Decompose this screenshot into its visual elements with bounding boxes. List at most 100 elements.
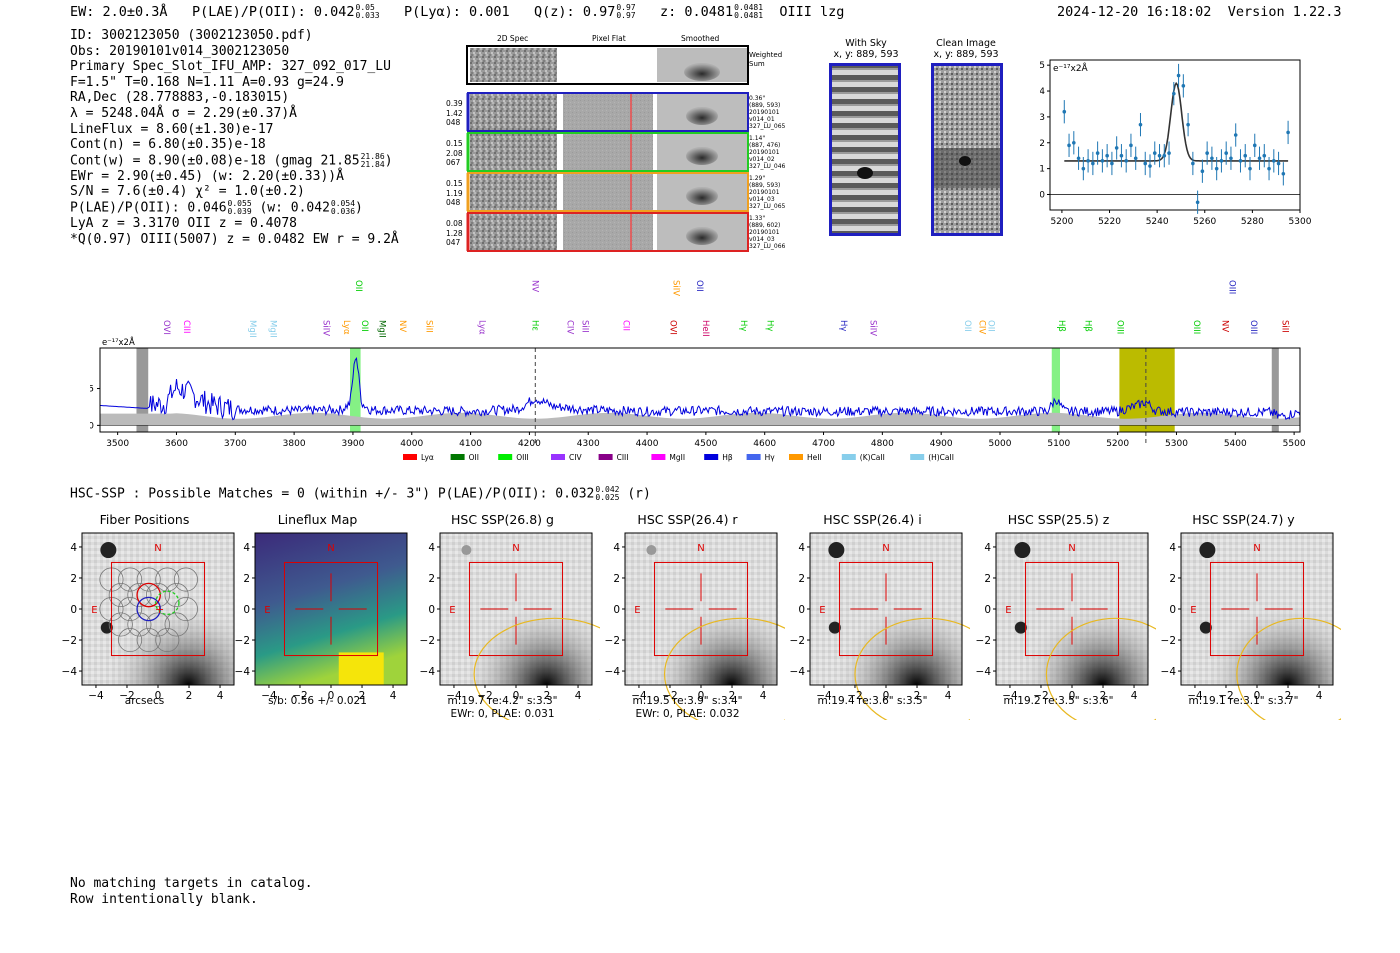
hsc-x-tick-label: 0 [155, 690, 162, 702]
fit-data-point [1262, 153, 1267, 158]
spectrum-x-tick-label: 3600 [165, 439, 188, 449]
hsc-x-tick-label: −2 [119, 690, 134, 702]
hsc-y-tick-label: 4 [70, 542, 77, 554]
legend-label: OII [469, 453, 479, 462]
cutout-row-meta: 1.33" (889, 602) 20190101 v014_03 327_LU_066 [749, 215, 785, 250]
legend-label: CIV [569, 453, 582, 462]
fiber-circle [108, 583, 133, 608]
fit-x-tick-label: 5240 [1146, 217, 1169, 227]
hsc-image-star [1014, 621, 1027, 634]
cutout-meta-value: (889, 593) [749, 182, 781, 189]
cutout-meta-value: 327_LU_065 [749, 203, 786, 210]
cutout-weighted-sum-label: Weighted Sum [749, 51, 783, 68]
hsc-galaxy-ellipse [473, 617, 600, 720]
clean-image-xy: x, y: 889, 593 [933, 49, 999, 60]
hsc-east-label: E [1005, 605, 1011, 616]
cutout-meta-value: 1.33" [749, 215, 766, 222]
fit-data-point [1086, 159, 1090, 163]
header-plae-hi: 0.05 [355, 3, 375, 12]
hsc-x-tick-label: 2 [1285, 690, 1292, 702]
spectrum-line-label: MgII [376, 320, 386, 338]
hsc-east-label: E [449, 605, 455, 616]
hsc-y-tick-label: 4 [613, 542, 620, 554]
hsc-panel-caption-2: EWr: 0, PLAE: 0.031 [450, 708, 555, 720]
hsc-galaxy-ellipse [1236, 617, 1341, 720]
hsc-summary: HSC-SSP : Possible Matches = 0 (within +… [70, 486, 651, 502]
spectrum-x-tick-label: 5000 [989, 439, 1012, 449]
spectrum-line-label: CIII [181, 320, 191, 333]
spectrum-line-label: NV [1219, 320, 1229, 332]
hsc-panels: Fiber Positions + N E −4 −4 −2 −2 0 0 2 2 4 4 arcsecs L… [0, 508, 1400, 723]
spectrum-line-label: SiIV [868, 320, 878, 336]
fiber-circle [108, 612, 133, 637]
cutout-smoothed-blob [686, 107, 718, 125]
hsc-x-tick-label: 2 [186, 690, 193, 702]
cutout-row [466, 212, 749, 252]
fit-data-point [1067, 143, 1071, 148]
fiber-circle [145, 612, 171, 637]
hsc-x-tick-label: −2 [477, 690, 492, 702]
hsc-panel-title: HSC SSP(26.8) g [451, 512, 554, 527]
fit-data-point [1148, 164, 1152, 168]
cutout-meta-value: v014_03 [749, 236, 775, 243]
spectrum-x-tick-label: 4400 [636, 439, 659, 449]
legend-label: Lyα [421, 453, 434, 462]
spectrum-x-tick-label: 4200 [518, 439, 541, 449]
legend-swatch [910, 454, 925, 460]
fit-data-point [1072, 140, 1076, 145]
legend-label: OIII [516, 453, 529, 462]
fiber-circle [155, 627, 180, 653]
fit-data-point [1119, 153, 1124, 158]
spectrum-x-tick-label: 3700 [224, 439, 247, 449]
info-ewr: EWr = 2.90(±0.45) (w: 2.20(±0.33))Å [70, 168, 344, 184]
spectrum-line-label: SiII [579, 320, 589, 333]
header-version: Version 1.22.3 [1227, 4, 1342, 20]
info-lya-z: LyA z = 3.3170 OII z = 0.4078 [70, 216, 297, 232]
cutout-meta-value: (887, 476) [749, 142, 781, 149]
clean-image [931, 63, 1003, 236]
fit-data-point [1124, 159, 1128, 163]
hsc-y-tick-label: 0 [984, 604, 991, 616]
fit-data-point [1186, 122, 1190, 127]
hsc-panel-image: N E −4 −4 −2 −2 0 0 2 2 4 4 [790, 532, 970, 720]
hsc-panel-image: N E −4 −4 −2 −2 0 0 2 2 4 4 [1161, 532, 1341, 720]
spectrum-line-label: Hβ [1056, 320, 1066, 332]
with-sky-image [829, 63, 901, 236]
cutout-2dspec [470, 94, 557, 130]
spectrum-line-label: CIV [976, 320, 986, 334]
footer-line-1: No matching targets in catalog. [70, 876, 313, 891]
fiber-circle [136, 567, 161, 592]
hsc-x-tick-label: 0 [328, 690, 335, 702]
cutout-meta-value: 1.29" [749, 175, 766, 182]
hsc-y-tick-label: 2 [1169, 573, 1176, 585]
hsc-panel-title: HSC SSP(25.5) z [1007, 512, 1110, 527]
cutout-2dspec [470, 174, 557, 210]
hsc-panel: HSC SSP(25.5) z N E −4 −4 −2 −2 0 0 2 2 4 4 m:19.2 re… [966, 508, 1156, 723]
spectrum-x-tick-label: 4700 [812, 439, 835, 449]
fit-y-tick-label: 3 [1040, 113, 1045, 123]
legend-swatch [789, 454, 803, 460]
spectrum-line-label: CII [621, 320, 631, 331]
cutout-meta-value: 20190101 [749, 109, 780, 116]
fit-x-tick-label: 5220 [1098, 217, 1121, 227]
cutout-meta-value: 0.36" [749, 95, 766, 102]
spectrum-x-tick-label: 5300 [1165, 439, 1188, 449]
spectrum-line-label: MgII [247, 320, 257, 338]
fit-data-point [1243, 153, 1248, 158]
hsc-y-tick-label: 2 [70, 573, 77, 585]
info-contw: Cont(w) = 8.90(±0.08)e-18 (gmag 21.85 21.… [70, 152, 399, 169]
hsc-east-label: E [819, 605, 825, 616]
info-primary: Primary Spec_Slot_IFU_AMP: 327_092_017_L… [70, 59, 391, 75]
fit-data-point [1219, 159, 1224, 163]
hsc-image-galaxy [625, 533, 777, 685]
weighted-sum-2dspec [470, 48, 557, 82]
spectrum-line-label: Hβ [1082, 320, 1092, 332]
hsc-x-tick-label: 0 [1254, 690, 1261, 702]
legend-label: HeII [807, 453, 822, 462]
spectrum-x-tick-label: 3800 [283, 439, 306, 449]
hsc-panel-caption: s/b: 0.56 +/- 0.021 [268, 695, 367, 707]
spectrum-hb-highlight [1051, 348, 1060, 432]
full-spectrum-chart: 3500 3600 3700 3800 3900 4000 4100 4200 4300 4400… [90, 280, 1306, 462]
hsc-image-galaxy [440, 533, 592, 685]
hsc-y-tick-label: −4 [790, 666, 806, 678]
